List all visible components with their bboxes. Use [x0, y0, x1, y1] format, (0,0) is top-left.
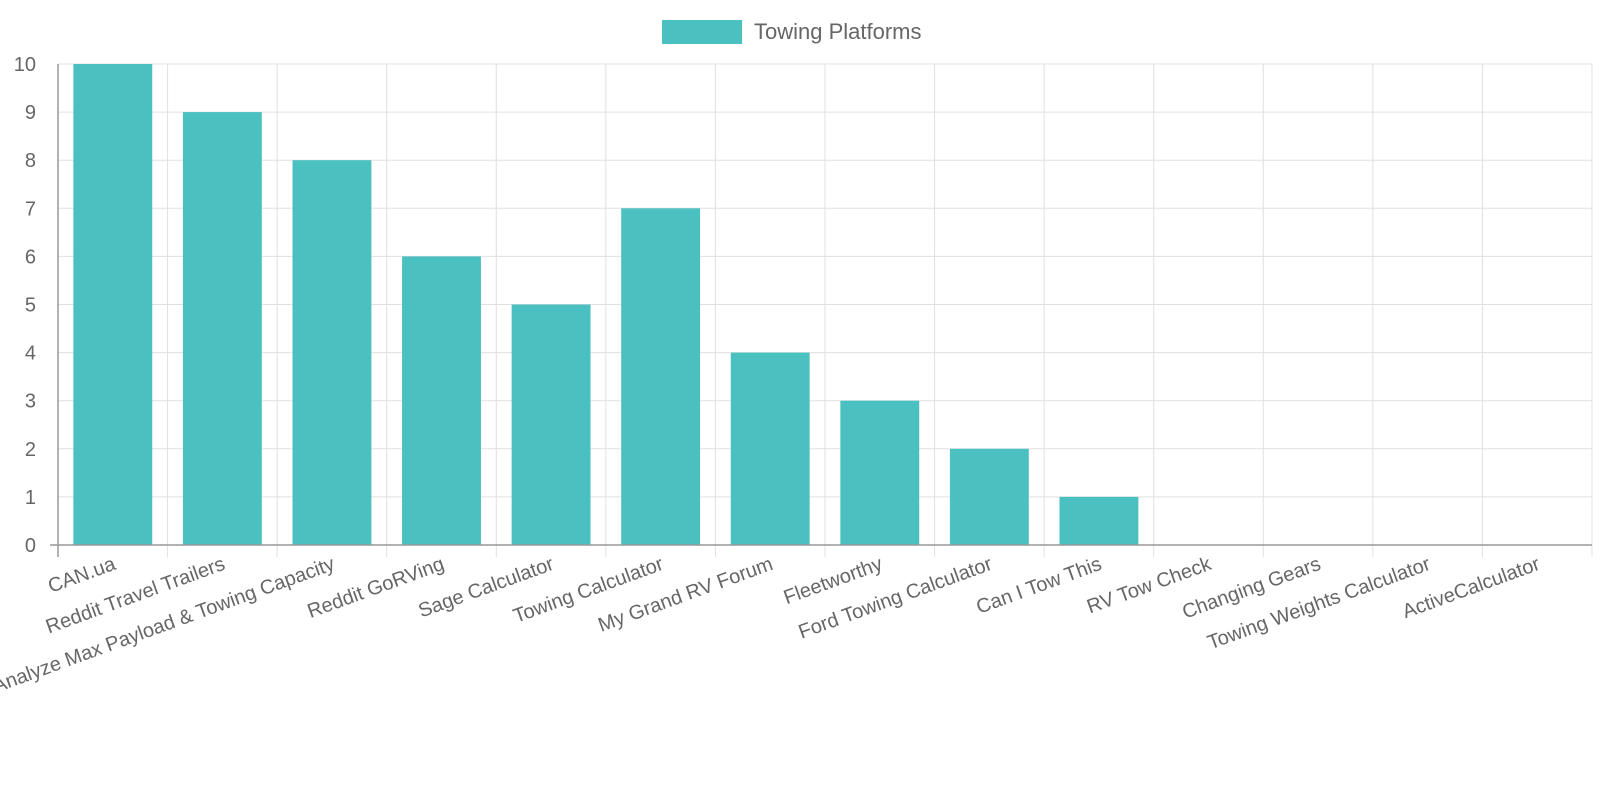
y-tick-label: 2	[25, 439, 36, 461]
x-tick-label: CAN.ua	[45, 553, 119, 598]
legend-label: Towing Platforms	[754, 19, 922, 44]
y-tick-label: 8	[25, 150, 36, 172]
bar-2[interactable]	[182, 112, 262, 545]
bar-3[interactable]	[292, 160, 372, 545]
y-axis-ticks: 0 1 2 3 4 5 6 7 8 9 10	[14, 54, 36, 557]
bar-6[interactable]	[621, 208, 701, 546]
bars	[73, 64, 1139, 546]
x-tick-label: Ford Towing Calculator	[796, 553, 996, 644]
bar-9[interactable]	[949, 448, 1029, 545]
y-tick-label: 3	[25, 391, 36, 413]
x-tick-label: Can I Tow This	[974, 553, 1105, 619]
bar-4[interactable]	[402, 256, 481, 545]
y-tick-label: 10	[14, 54, 36, 76]
y-tick-label: 6	[25, 246, 36, 268]
y-tick-label: 1	[25, 487, 36, 509]
axes	[50, 64, 1592, 557]
y-tick-label: 5	[25, 295, 36, 317]
legend[interactable]: Towing Platforms	[662, 19, 922, 44]
bar-7[interactable]	[730, 352, 810, 545]
bar-5[interactable]	[511, 304, 591, 546]
grid	[57, 63, 1593, 557]
y-tick-label: 7	[25, 198, 36, 220]
y-tick-label: 4	[25, 343, 36, 365]
y-tick-label: 0	[25, 535, 36, 557]
bar-1[interactable]	[73, 64, 153, 545]
legend-swatch	[662, 20, 742, 44]
bar-8[interactable]	[840, 400, 920, 545]
y-tick-label: 9	[25, 102, 36, 124]
bar-10[interactable]	[1059, 496, 1139, 545]
